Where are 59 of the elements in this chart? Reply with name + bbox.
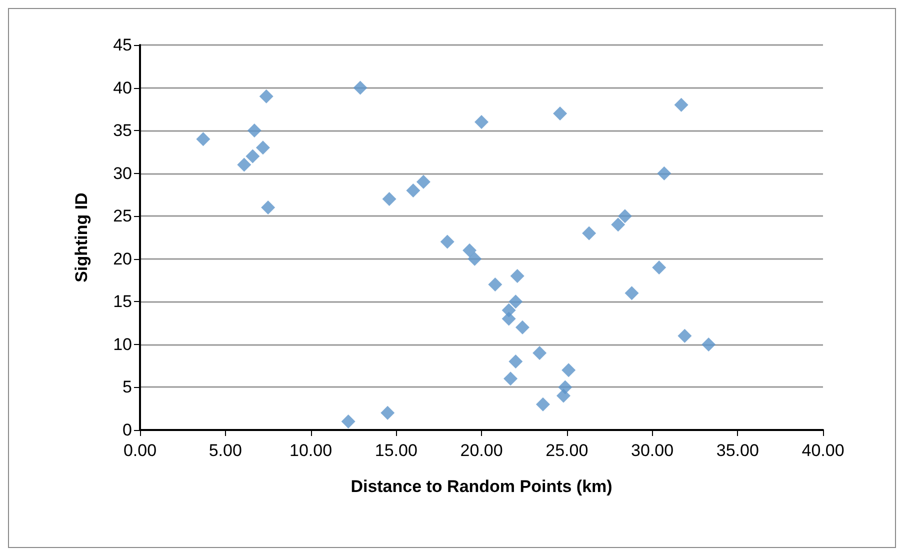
point [382, 192, 396, 206]
point [353, 80, 368, 95]
point [510, 269, 524, 283]
point [678, 328, 692, 343]
point [553, 106, 568, 120]
point [532, 346, 547, 360]
point [440, 234, 454, 249]
y-tick-label: 20 [113, 249, 132, 268]
y-tick-label: 5 [122, 378, 132, 397]
point [406, 183, 420, 198]
point [247, 124, 262, 138]
y-tick-label: 25 [113, 206, 132, 226]
point [657, 166, 672, 180]
x-tick-label: 35.00 [716, 441, 759, 460]
point [341, 414, 356, 428]
point [196, 132, 210, 146]
point [502, 303, 516, 318]
point [256, 140, 270, 155]
x-tick-label: 40.00 [802, 441, 844, 460]
point [618, 209, 632, 224]
y-tick-label: 40 [113, 78, 132, 98]
x-axis-title: Distance to Random Points (km) [350, 477, 612, 496]
point [702, 337, 716, 352]
point [474, 115, 488, 129]
point [624, 286, 639, 300]
y-tick-label: 45 [113, 36, 132, 54]
x-tick-label: 0.00 [123, 441, 157, 460]
x-tick-label: 25.00 [546, 441, 588, 460]
point [468, 252, 482, 266]
y-tick-label: 35 [113, 121, 132, 140]
y-tick-label: 0 [122, 420, 132, 440]
point [508, 354, 523, 369]
point [652, 260, 666, 274]
x-tick-label: 10.00 [289, 441, 332, 460]
point [504, 372, 518, 386]
point [611, 218, 626, 232]
x-tick-label: 15.00 [374, 441, 418, 460]
point [416, 174, 430, 189]
point [558, 380, 572, 394]
point [536, 397, 550, 412]
y-tick-label: 15 [113, 292, 132, 312]
point [674, 98, 688, 112]
point [261, 200, 276, 215]
point [582, 226, 596, 240]
x-tick-label: 5.00 [208, 441, 242, 460]
y-tick-label: 30 [113, 164, 132, 183]
point [488, 278, 502, 292]
point [259, 89, 274, 104]
point [462, 243, 477, 258]
point [515, 320, 530, 334]
y-tick-label: 10 [113, 334, 132, 354]
y-axis-title: Sighting ID [72, 192, 91, 282]
point [380, 406, 395, 420]
point [237, 158, 252, 172]
point [562, 363, 576, 378]
x-tick-label: 30.00 [630, 441, 674, 460]
x-tick-label: 20.00 [460, 441, 503, 460]
point [508, 294, 523, 309]
point [246, 149, 260, 164]
